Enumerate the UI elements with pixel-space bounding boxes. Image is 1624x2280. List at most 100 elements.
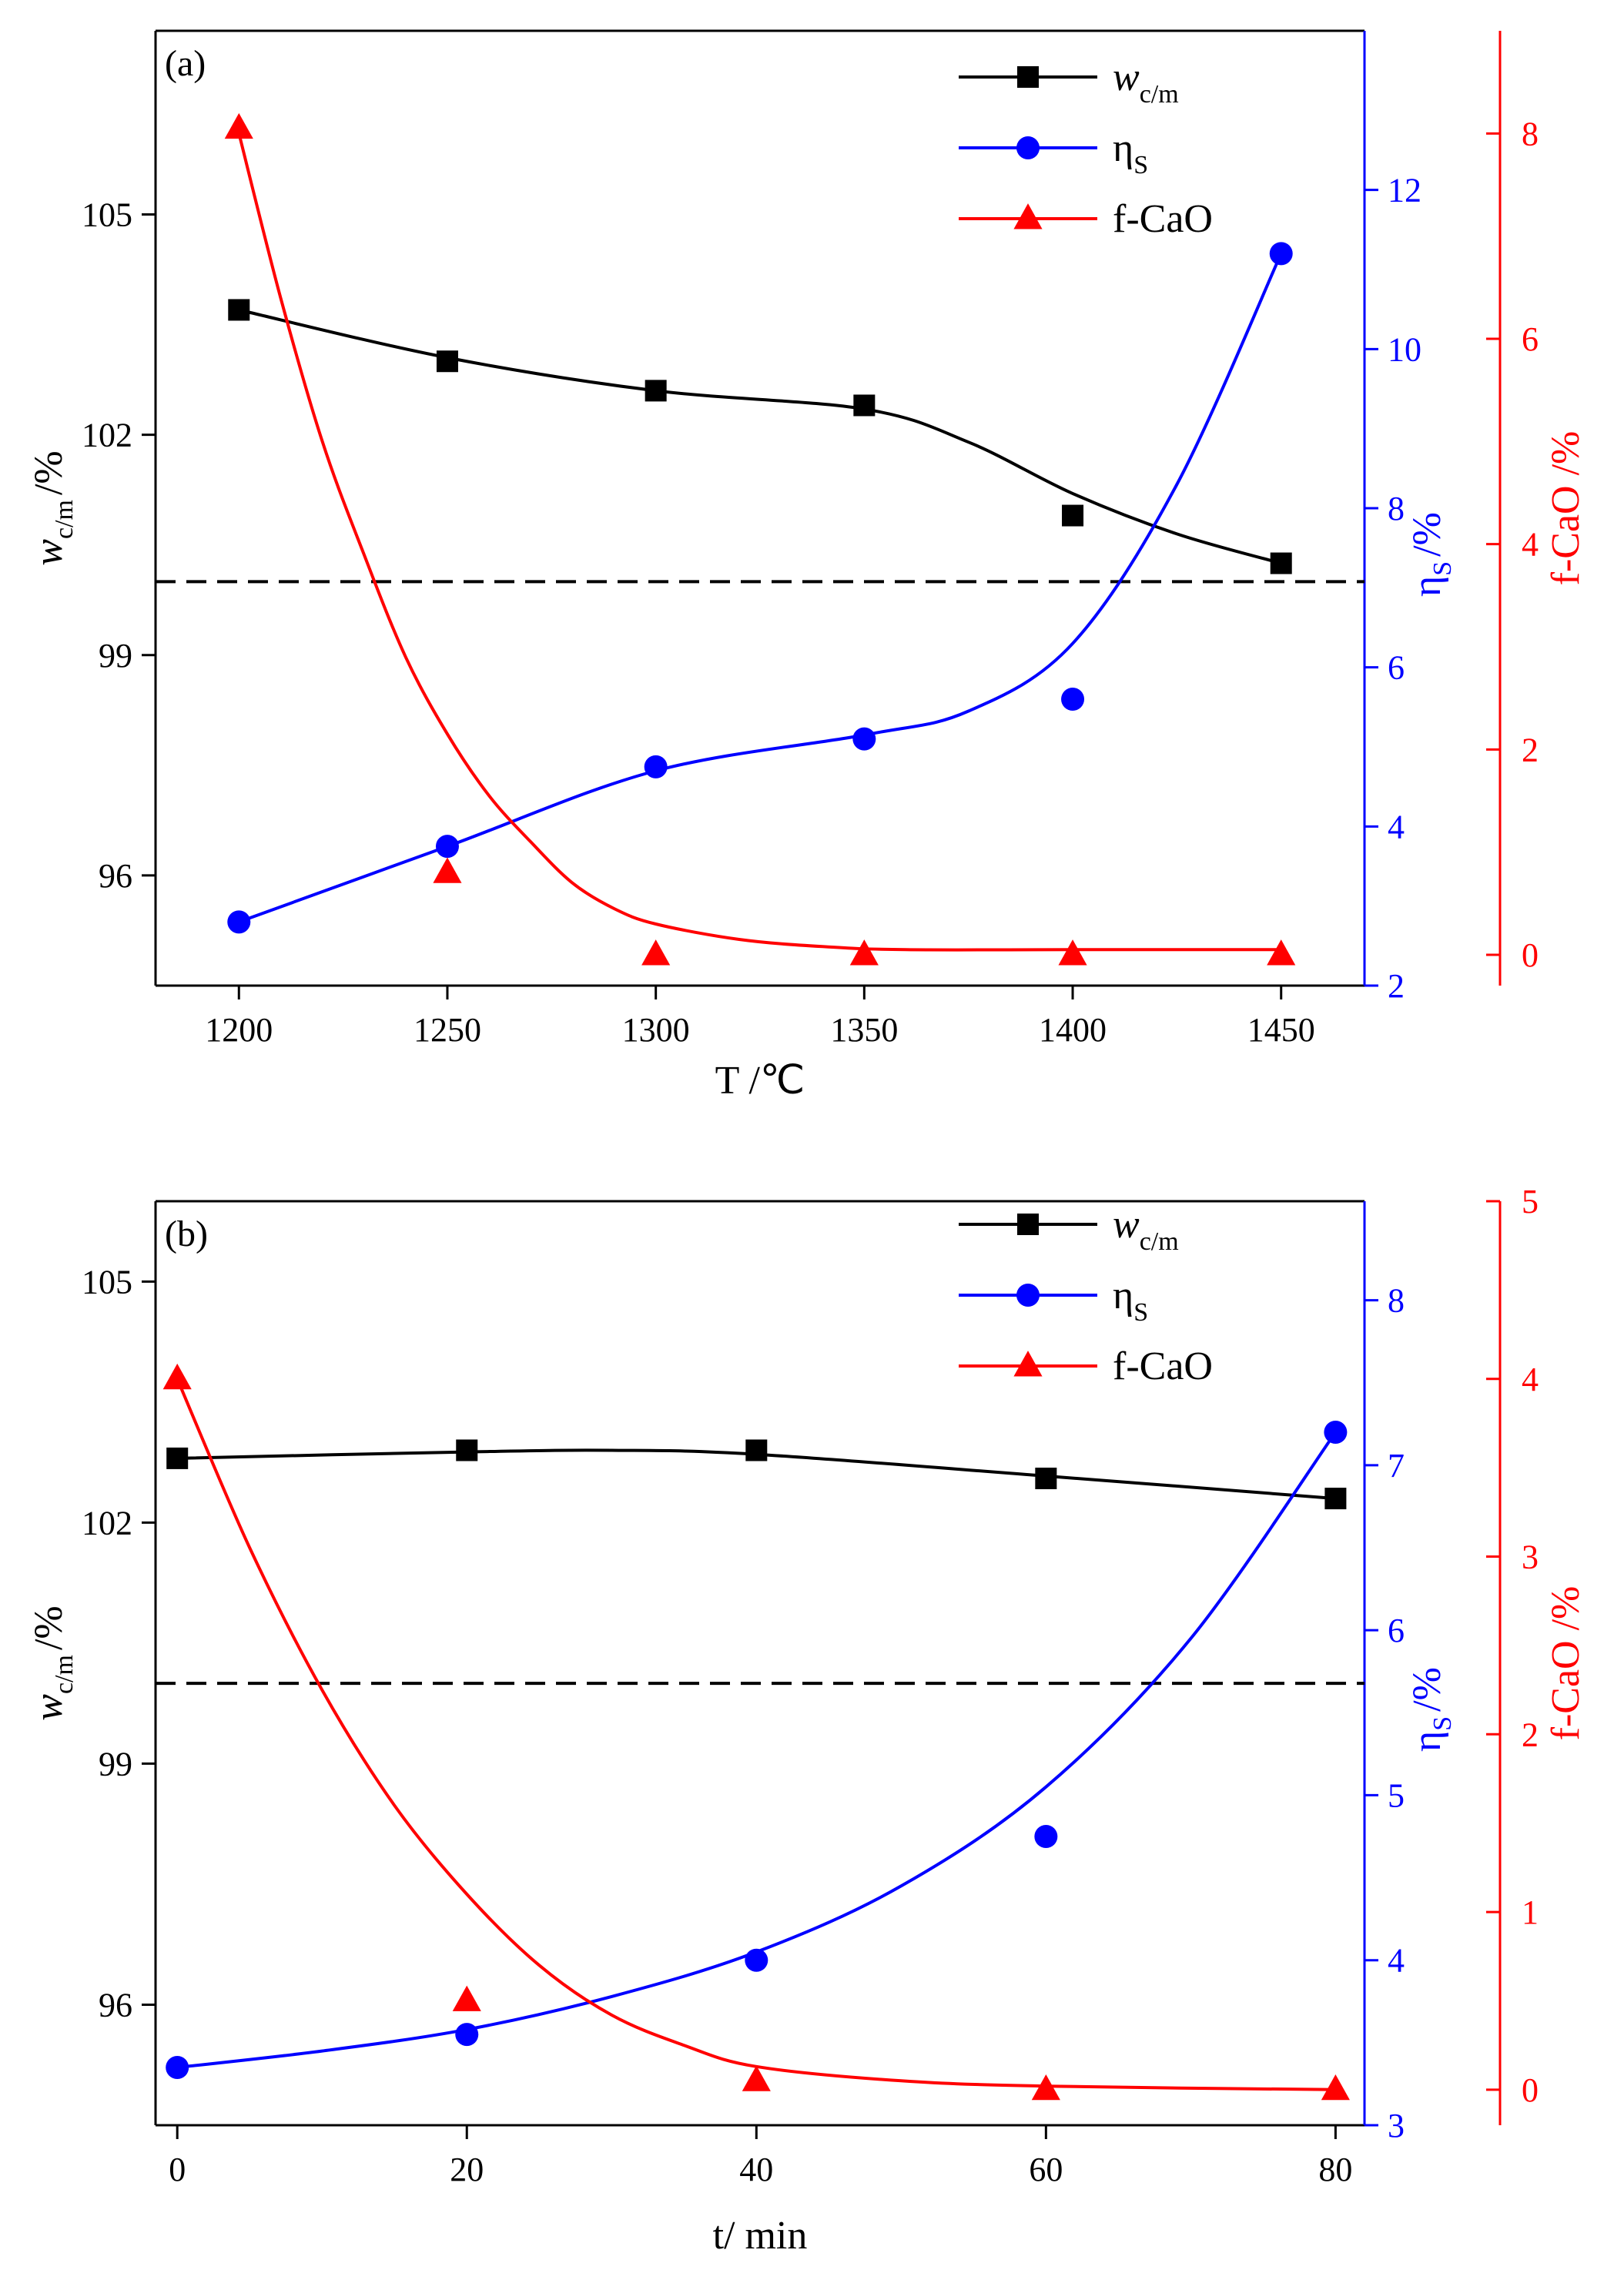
fcao-point: [742, 2065, 771, 2091]
eta-point: [745, 1948, 768, 1972]
panel-b: (b)0 20 40 60 80t/ min9699102105wc/m/%345678…: [27, 1183, 1588, 2258]
eta-point: [166, 2056, 189, 2079]
x-axis-title: t/ min: [713, 2214, 808, 2258]
x-tick-label: 1350: [830, 1011, 898, 1049]
eta-point: [227, 910, 251, 934]
fcao-point: [452, 1985, 481, 2011]
eta-tick-label: 12: [1388, 172, 1421, 209]
eta-fit-line: [238, 253, 1283, 924]
left-tick-label: 99: [99, 637, 132, 675]
fcao-fit-line: [176, 1378, 1336, 2091]
eta-point: [1324, 1421, 1348, 1444]
eta-tick-label: 7: [1388, 1447, 1405, 1485]
w-fit-line: [238, 308, 1282, 565]
x-tick-label: 1300: [622, 1011, 690, 1049]
eta-tick-label: 5: [1388, 1776, 1405, 1814]
fcao-point: [1031, 2074, 1060, 2101]
w-fit-line: [177, 1448, 1336, 1501]
fcao-tick-label: 2: [1522, 731, 1539, 768]
w-point: [853, 394, 876, 417]
left-tick-label: 105: [82, 196, 132, 233]
fcao-tick-label: 4: [1522, 1361, 1539, 1398]
w-point: [456, 1439, 478, 1461]
w-point: [745, 1439, 768, 1461]
left-tick-label: 105: [82, 1263, 132, 1301]
left-tick-label: 96: [99, 857, 132, 895]
fcao-tick-label: 4: [1522, 526, 1539, 564]
x-tick-label: 20: [450, 2151, 484, 2188]
fcao-point: [1267, 939, 1296, 966]
x-tick-label: 1400: [1039, 1011, 1107, 1049]
x-tick-label: 80: [1318, 2151, 1352, 2188]
fcao-point: [162, 1363, 192, 1390]
fcao-tick-label: 5: [1522, 1183, 1539, 1220]
fcao-fit-line: [237, 132, 1281, 952]
eta-axis-title: ηS/%: [1405, 1667, 1457, 1752]
legend: wc/m ηS f-CaO: [959, 1203, 1213, 1388]
w-point: [436, 350, 458, 373]
fcao-axis-title: f-CaO /%: [1544, 1586, 1588, 1741]
left-tick-label: 102: [82, 1504, 132, 1542]
x-tick-label: 1200: [205, 1011, 273, 1049]
panel-label: (b): [165, 1214, 208, 1254]
eta-point: [455, 2023, 479, 2047]
eta-point: [1034, 1825, 1058, 1848]
left-tick-label: 99: [99, 1745, 132, 1783]
fcao-point: [1058, 939, 1087, 966]
x-tick-label: 40: [739, 2151, 773, 2188]
fcao-point: [849, 939, 879, 966]
fcao-point: [1321, 2074, 1350, 2101]
eta-point: [1269, 242, 1293, 266]
eta-tick-label: 6: [1388, 649, 1405, 687]
legend-fcao-marker: [1013, 1351, 1043, 1377]
eta-axis-title: ηS/%: [1405, 512, 1457, 597]
fcao-tick-label: 3: [1522, 1538, 1539, 1576]
w-point: [1270, 552, 1292, 574]
legend-eta-label: ηS: [1113, 1274, 1148, 1327]
left-axis-title: wc/m/%: [27, 450, 79, 565]
fcao-point: [433, 857, 462, 883]
eta-point: [644, 755, 668, 778]
eta-tick-label: 4: [1388, 808, 1405, 845]
fcao-tick-label: 1: [1522, 1893, 1539, 1931]
w-point: [166, 1447, 189, 1469]
left-axis-title: wc/m/%: [27, 1605, 79, 1720]
fcao-tick-label: 2: [1522, 1716, 1539, 1753]
panel-label: (a): [165, 43, 206, 84]
legend-w-label: wc/m: [1113, 1203, 1179, 1256]
legend-fcao-label: f-CaO: [1113, 197, 1213, 241]
legend-eta-marker: [1016, 136, 1040, 159]
w-point: [645, 380, 667, 402]
legend-fcao-label: f-CaO: [1113, 1344, 1213, 1388]
x-tick-label: 1250: [414, 1011, 481, 1049]
legend: wc/m ηS f-CaO: [959, 55, 1213, 241]
eta-tick-label: 6: [1388, 1612, 1405, 1649]
legend-eta-label: ηS: [1113, 126, 1148, 179]
w-point: [1324, 1488, 1347, 1510]
legend-eta-marker: [1016, 1284, 1040, 1307]
left-tick-label: 102: [82, 417, 132, 454]
fcao-tick-label: 0: [1522, 2071, 1539, 2109]
eta-point: [1061, 688, 1085, 711]
fcao-tick-label: 0: [1522, 936, 1539, 974]
fcao-tick-label: 6: [1522, 320, 1539, 358]
fcao-point: [641, 939, 671, 966]
legend-fcao-marker: [1013, 203, 1043, 229]
x-tick-label: 1450: [1247, 1011, 1315, 1049]
fcao-axis-title: f-CaO /%: [1544, 431, 1588, 586]
eta-tick-label: 8: [1388, 1282, 1405, 1320]
fcao-tick-label: 8: [1522, 115, 1539, 152]
eta-fit-line: [176, 1431, 1338, 2069]
w-point: [1062, 504, 1084, 527]
legend-w-marker: [1017, 1214, 1039, 1235]
eta-tick-label: 2: [1388, 967, 1405, 1005]
w-point: [228, 299, 250, 321]
eta-tick-label: 8: [1388, 490, 1405, 527]
legend-w-marker: [1017, 66, 1039, 88]
eta-tick-label: 10: [1388, 330, 1421, 368]
x-tick-label: 0: [169, 2151, 186, 2188]
w-point: [1035, 1468, 1057, 1489]
x-tick-label: 60: [1029, 2151, 1063, 2188]
